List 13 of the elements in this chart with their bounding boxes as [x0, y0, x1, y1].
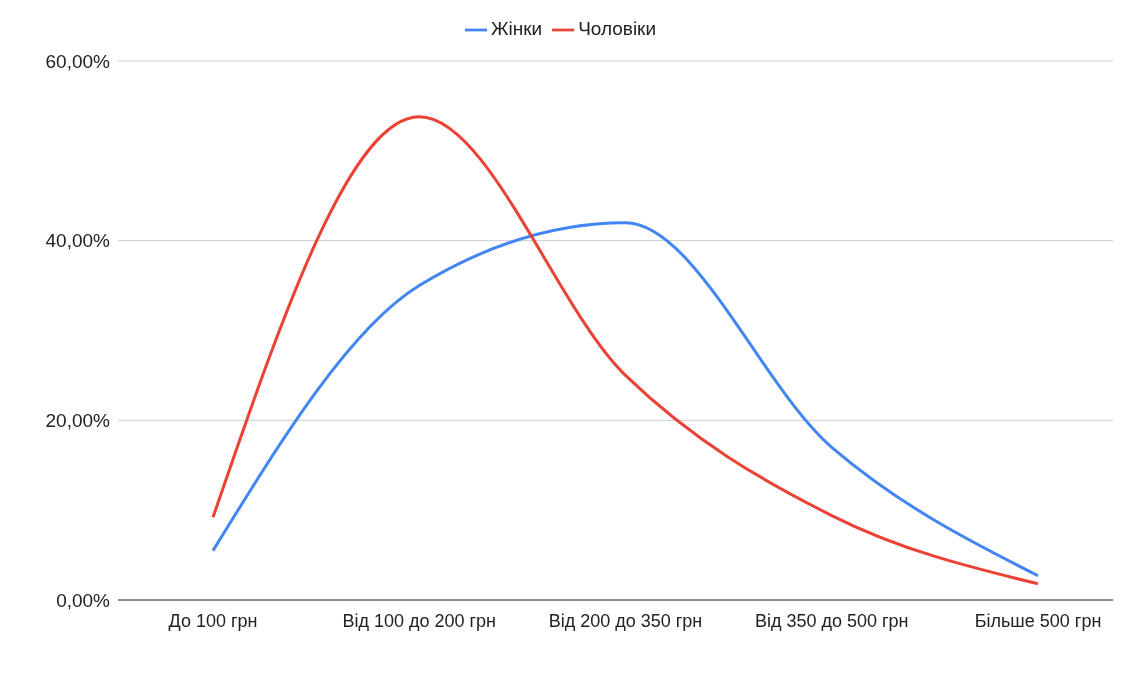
- y-tick-label: 0,00%: [56, 589, 111, 611]
- x-tick-label: Від 200 до 350 грн: [548, 610, 703, 631]
- x-tick-label: До 100 грн: [168, 610, 258, 631]
- x-tick-label: Від 100 до 200 грн: [342, 610, 497, 631]
- y-tick-label: 20,00%: [45, 410, 111, 432]
- legend-label: Жінки: [490, 18, 543, 39]
- legend-label: Чоловіки: [578, 18, 657, 39]
- x-tick-label: Більше 500 грн: [974, 610, 1102, 631]
- line-series: [211, 115, 1040, 586]
- y-tick-label: 40,00%: [45, 230, 111, 252]
- y-tick-label: 60,00%: [45, 50, 111, 72]
- line-series: [211, 221, 1040, 578]
- x-tick-label: Від 350 до 500 грн: [754, 610, 909, 631]
